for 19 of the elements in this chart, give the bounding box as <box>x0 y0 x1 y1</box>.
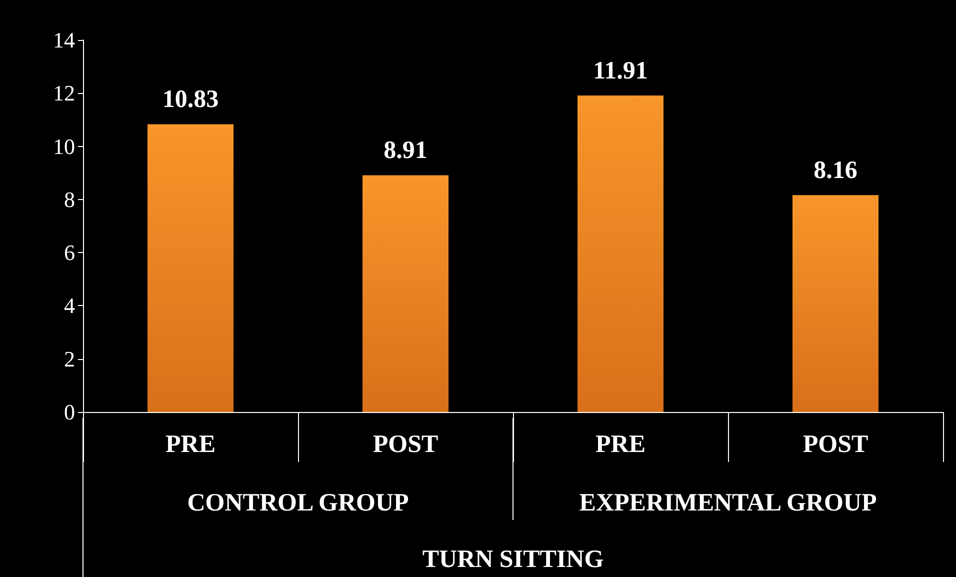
x-tick-label: PRE <box>166 431 216 458</box>
data-label: 10.83 <box>162 86 219 114</box>
y-tick-label: 14 <box>53 28 75 52</box>
data-label: 8.91 <box>384 137 428 164</box>
y-tick-label: 8 <box>64 186 75 212</box>
text: CONTROL GROUP <box>187 490 409 516</box>
data-label: 8.16 <box>814 157 858 184</box>
y-tick-label: 10 <box>53 134 75 159</box>
x-axis-title: TURN SITTING <box>422 546 604 573</box>
y-tick-label: 6 <box>64 240 75 266</box>
y-tick-label: 12 <box>53 80 75 106</box>
data-label: 11.91 <box>593 58 648 85</box>
x-tick-label: PRE <box>596 431 646 458</box>
y-tick-label: 2 <box>64 346 75 372</box>
x-tick-label: POST <box>802 431 868 458</box>
text: EXPERIMENTAL GROUP <box>579 490 877 516</box>
x-tick-label: POST <box>372 431 438 458</box>
y-tick-label: 0 <box>64 400 75 424</box>
y-tick-label: 4 <box>64 293 75 318</box>
